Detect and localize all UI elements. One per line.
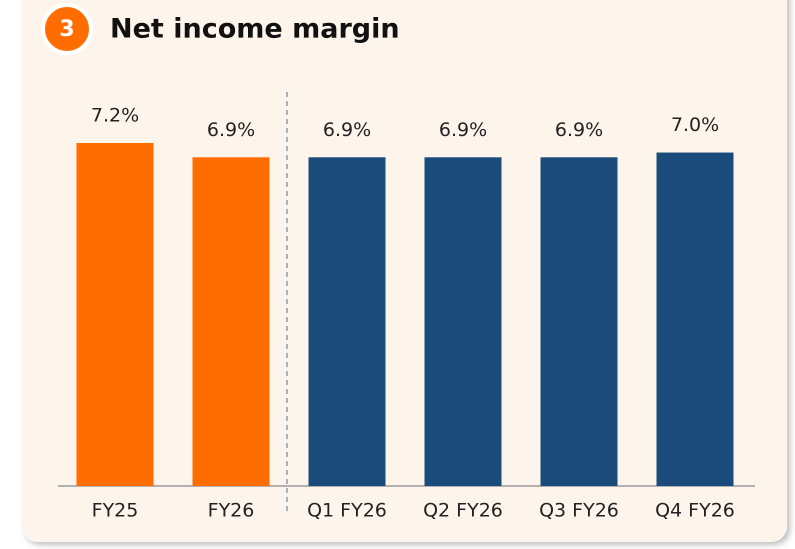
- x-tick-label: Q1 FY26: [307, 500, 387, 522]
- chart-title: Net income margin: [110, 14, 400, 45]
- value-label: 7.2%: [91, 105, 139, 127]
- value-label: 7.0%: [671, 114, 719, 136]
- bar: [192, 157, 270, 486]
- x-tick-label: Q4 FY26: [655, 500, 735, 522]
- bar: [540, 157, 618, 486]
- value-label: 6.9%: [439, 119, 487, 141]
- x-tick-label: Q2 FY26: [423, 500, 503, 522]
- value-label: 6.9%: [207, 119, 255, 141]
- bar: [76, 143, 154, 486]
- badge-number: 3: [59, 17, 74, 42]
- bar: [656, 152, 734, 486]
- x-tick-label: FY26: [208, 500, 255, 522]
- bar: [308, 157, 386, 486]
- x-tick-label: Q3 FY26: [539, 500, 619, 522]
- bar: [424, 157, 502, 486]
- x-tick-label: FY25: [92, 500, 139, 522]
- value-label: 6.9%: [323, 119, 371, 141]
- value-label: 6.9%: [555, 119, 603, 141]
- badge: [41, 3, 93, 55]
